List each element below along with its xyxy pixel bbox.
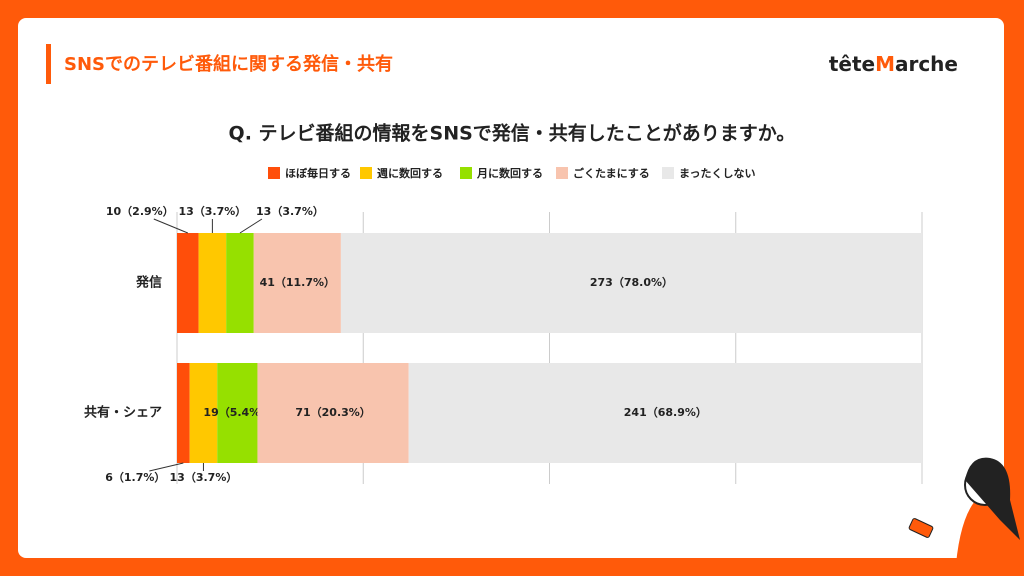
legend-swatch	[460, 167, 472, 179]
bar-segment	[177, 363, 190, 463]
data-label: 241（68.9%）	[624, 406, 707, 419]
legend-swatch	[268, 167, 280, 179]
illustration	[908, 457, 1020, 576]
data-label: 71（20.3%）	[295, 406, 370, 419]
y-tick-label: 発信	[135, 275, 162, 291]
legend-label: 月に数回する	[476, 166, 543, 180]
data-label: 273（78.0%）	[590, 276, 673, 289]
leader-line	[149, 462, 184, 472]
data-label: 19（5.4%）	[203, 406, 271, 419]
legend-label: 週に数回する	[377, 166, 443, 180]
logo-part: M	[875, 52, 895, 76]
data-label: 13（3.7%）	[178, 205, 246, 218]
page-title: SNSでのテレビ番組に関する発信・共有	[64, 53, 393, 75]
chart-title: Q. テレビ番組の情報をSNSで発信・共有したことがありますか。	[229, 122, 796, 145]
bar-segment	[177, 233, 199, 333]
bar-segment	[340, 233, 922, 333]
logo-part: arche	[895, 52, 958, 76]
data-label: 13（3.7%）	[256, 205, 324, 218]
data-label: 41（11.7%）	[260, 276, 335, 289]
legend-swatch	[360, 167, 372, 179]
data-label: 10（2.9%）	[106, 205, 174, 218]
legend-label: ごくたまにする	[573, 166, 650, 180]
bar-segment	[408, 363, 922, 463]
title-accent	[46, 44, 51, 84]
legend-swatch	[662, 167, 674, 179]
data-label: 13（3.7%）	[170, 471, 238, 484]
bar-segment	[189, 363, 218, 463]
bar-segment	[226, 233, 254, 333]
bar-segment	[198, 233, 227, 333]
legend-label: まったくしない	[679, 167, 756, 180]
bar-segment	[217, 363, 258, 463]
bar-segment	[257, 363, 409, 463]
legend-swatch	[556, 167, 568, 179]
y-tick-label: 共有・シェア	[84, 405, 162, 421]
leader-line	[239, 218, 263, 234]
bar-segment	[253, 233, 341, 333]
logo-part: tête	[829, 52, 875, 76]
leader-line	[153, 218, 188, 234]
logo: têteMarche	[829, 52, 958, 76]
data-label: 6（1.7%）	[105, 471, 165, 484]
legend-label: ほぼ毎日する	[285, 166, 351, 180]
